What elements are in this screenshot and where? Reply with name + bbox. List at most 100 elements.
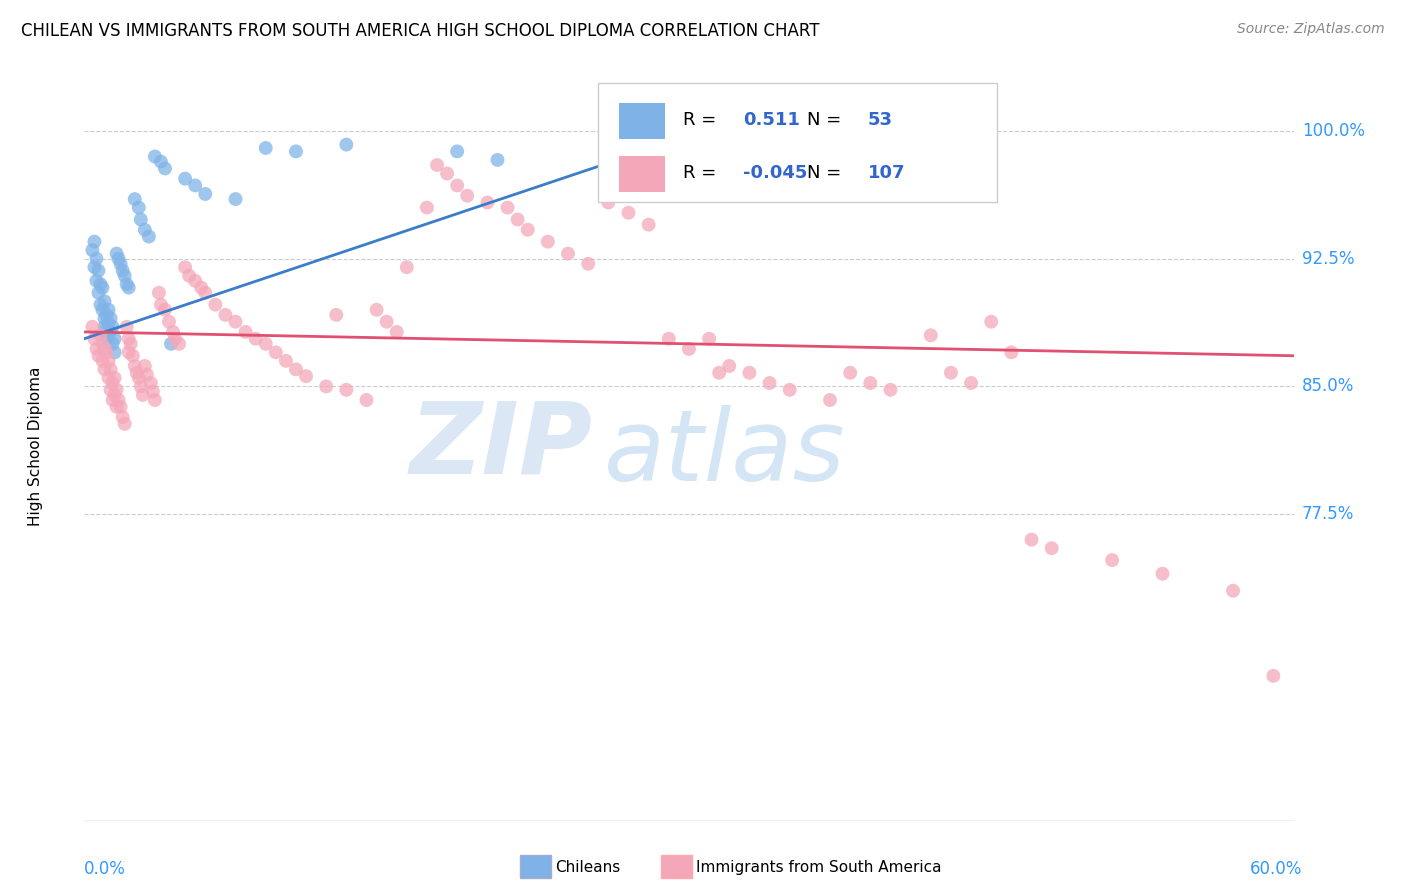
Point — [105, 383, 128, 397]
Point — [576, 257, 599, 271]
Point — [87, 349, 110, 363]
Point — [486, 153, 509, 167]
Point — [818, 392, 841, 407]
Point — [939, 366, 962, 380]
Point — [89, 298, 111, 312]
Point — [617, 205, 640, 219]
Point — [1000, 345, 1022, 359]
Text: atlas: atlas — [605, 405, 846, 502]
Point — [335, 137, 357, 152]
Point — [436, 167, 458, 181]
Point — [235, 325, 257, 339]
Point — [100, 311, 122, 326]
Point — [225, 315, 247, 329]
Point — [118, 345, 141, 359]
Point — [97, 302, 120, 317]
Point — [100, 325, 122, 339]
Point — [960, 376, 983, 390]
Point — [87, 263, 110, 277]
Point — [194, 285, 217, 300]
Point — [104, 388, 127, 402]
Point — [184, 274, 207, 288]
Point — [115, 277, 138, 292]
Point — [101, 376, 124, 390]
Point — [100, 383, 122, 397]
Point — [139, 376, 162, 390]
Point — [285, 362, 308, 376]
Point — [598, 137, 620, 152]
Point — [104, 332, 127, 346]
Point — [879, 383, 901, 397]
Point — [148, 285, 170, 300]
Point — [295, 369, 318, 384]
Text: ZIP: ZIP — [409, 398, 592, 494]
Point — [93, 294, 115, 309]
Text: 60.0%: 60.0% — [1250, 860, 1302, 878]
Point — [82, 243, 104, 257]
Point — [557, 246, 579, 260]
Point — [134, 223, 156, 237]
Point — [204, 298, 226, 312]
Point — [105, 400, 128, 414]
Point — [395, 260, 418, 275]
Point — [124, 192, 146, 206]
Point — [149, 154, 172, 169]
Point — [120, 336, 142, 351]
Point — [91, 336, 114, 351]
Point — [190, 280, 212, 294]
Point — [82, 319, 104, 334]
Point — [179, 268, 201, 283]
Point — [920, 328, 942, 343]
Point — [86, 252, 108, 266]
Point — [426, 158, 449, 172]
Point — [697, 332, 720, 346]
Point — [93, 362, 115, 376]
Point — [91, 280, 114, 294]
Point — [149, 298, 172, 312]
Point — [758, 376, 780, 390]
Text: CHILEAN VS IMMIGRANTS FROM SOUTH AMERICA HIGH SCHOOL DIPLOMA CORRELATION CHART: CHILEAN VS IMMIGRANTS FROM SOUTH AMERICA… — [21, 22, 820, 40]
Point — [86, 342, 108, 356]
Point — [101, 319, 124, 334]
Text: R =: R = — [683, 111, 716, 128]
Point — [446, 145, 468, 159]
Point — [91, 354, 114, 368]
Point — [167, 336, 190, 351]
Point — [96, 345, 118, 359]
Text: Chileans: Chileans — [555, 860, 620, 874]
Point — [110, 400, 132, 414]
Point — [93, 319, 115, 334]
Point — [104, 345, 127, 359]
Point — [83, 332, 105, 346]
Text: -0.045: -0.045 — [744, 163, 807, 181]
Point — [111, 410, 134, 425]
Text: N =: N = — [807, 163, 842, 181]
Text: Immigrants from South America: Immigrants from South America — [696, 860, 942, 874]
Point — [315, 379, 337, 393]
Point — [366, 302, 388, 317]
Point — [153, 302, 176, 317]
Point — [83, 235, 105, 249]
Point — [107, 252, 129, 266]
Point — [115, 319, 138, 334]
Point — [254, 141, 277, 155]
Point — [89, 277, 111, 292]
Point — [143, 392, 166, 407]
Point — [91, 302, 114, 317]
Point — [101, 336, 124, 351]
Text: N =: N = — [807, 111, 842, 128]
Point — [516, 223, 538, 237]
Point — [114, 417, 136, 431]
Point — [184, 178, 207, 193]
Point — [96, 332, 118, 346]
Point — [375, 315, 398, 329]
Point — [135, 368, 157, 382]
Point — [385, 325, 408, 339]
Point — [129, 379, 152, 393]
Point — [335, 383, 357, 397]
Point — [97, 371, 120, 385]
Point — [101, 392, 124, 407]
Point — [709, 366, 731, 380]
Point — [142, 384, 165, 399]
Point — [506, 212, 529, 227]
